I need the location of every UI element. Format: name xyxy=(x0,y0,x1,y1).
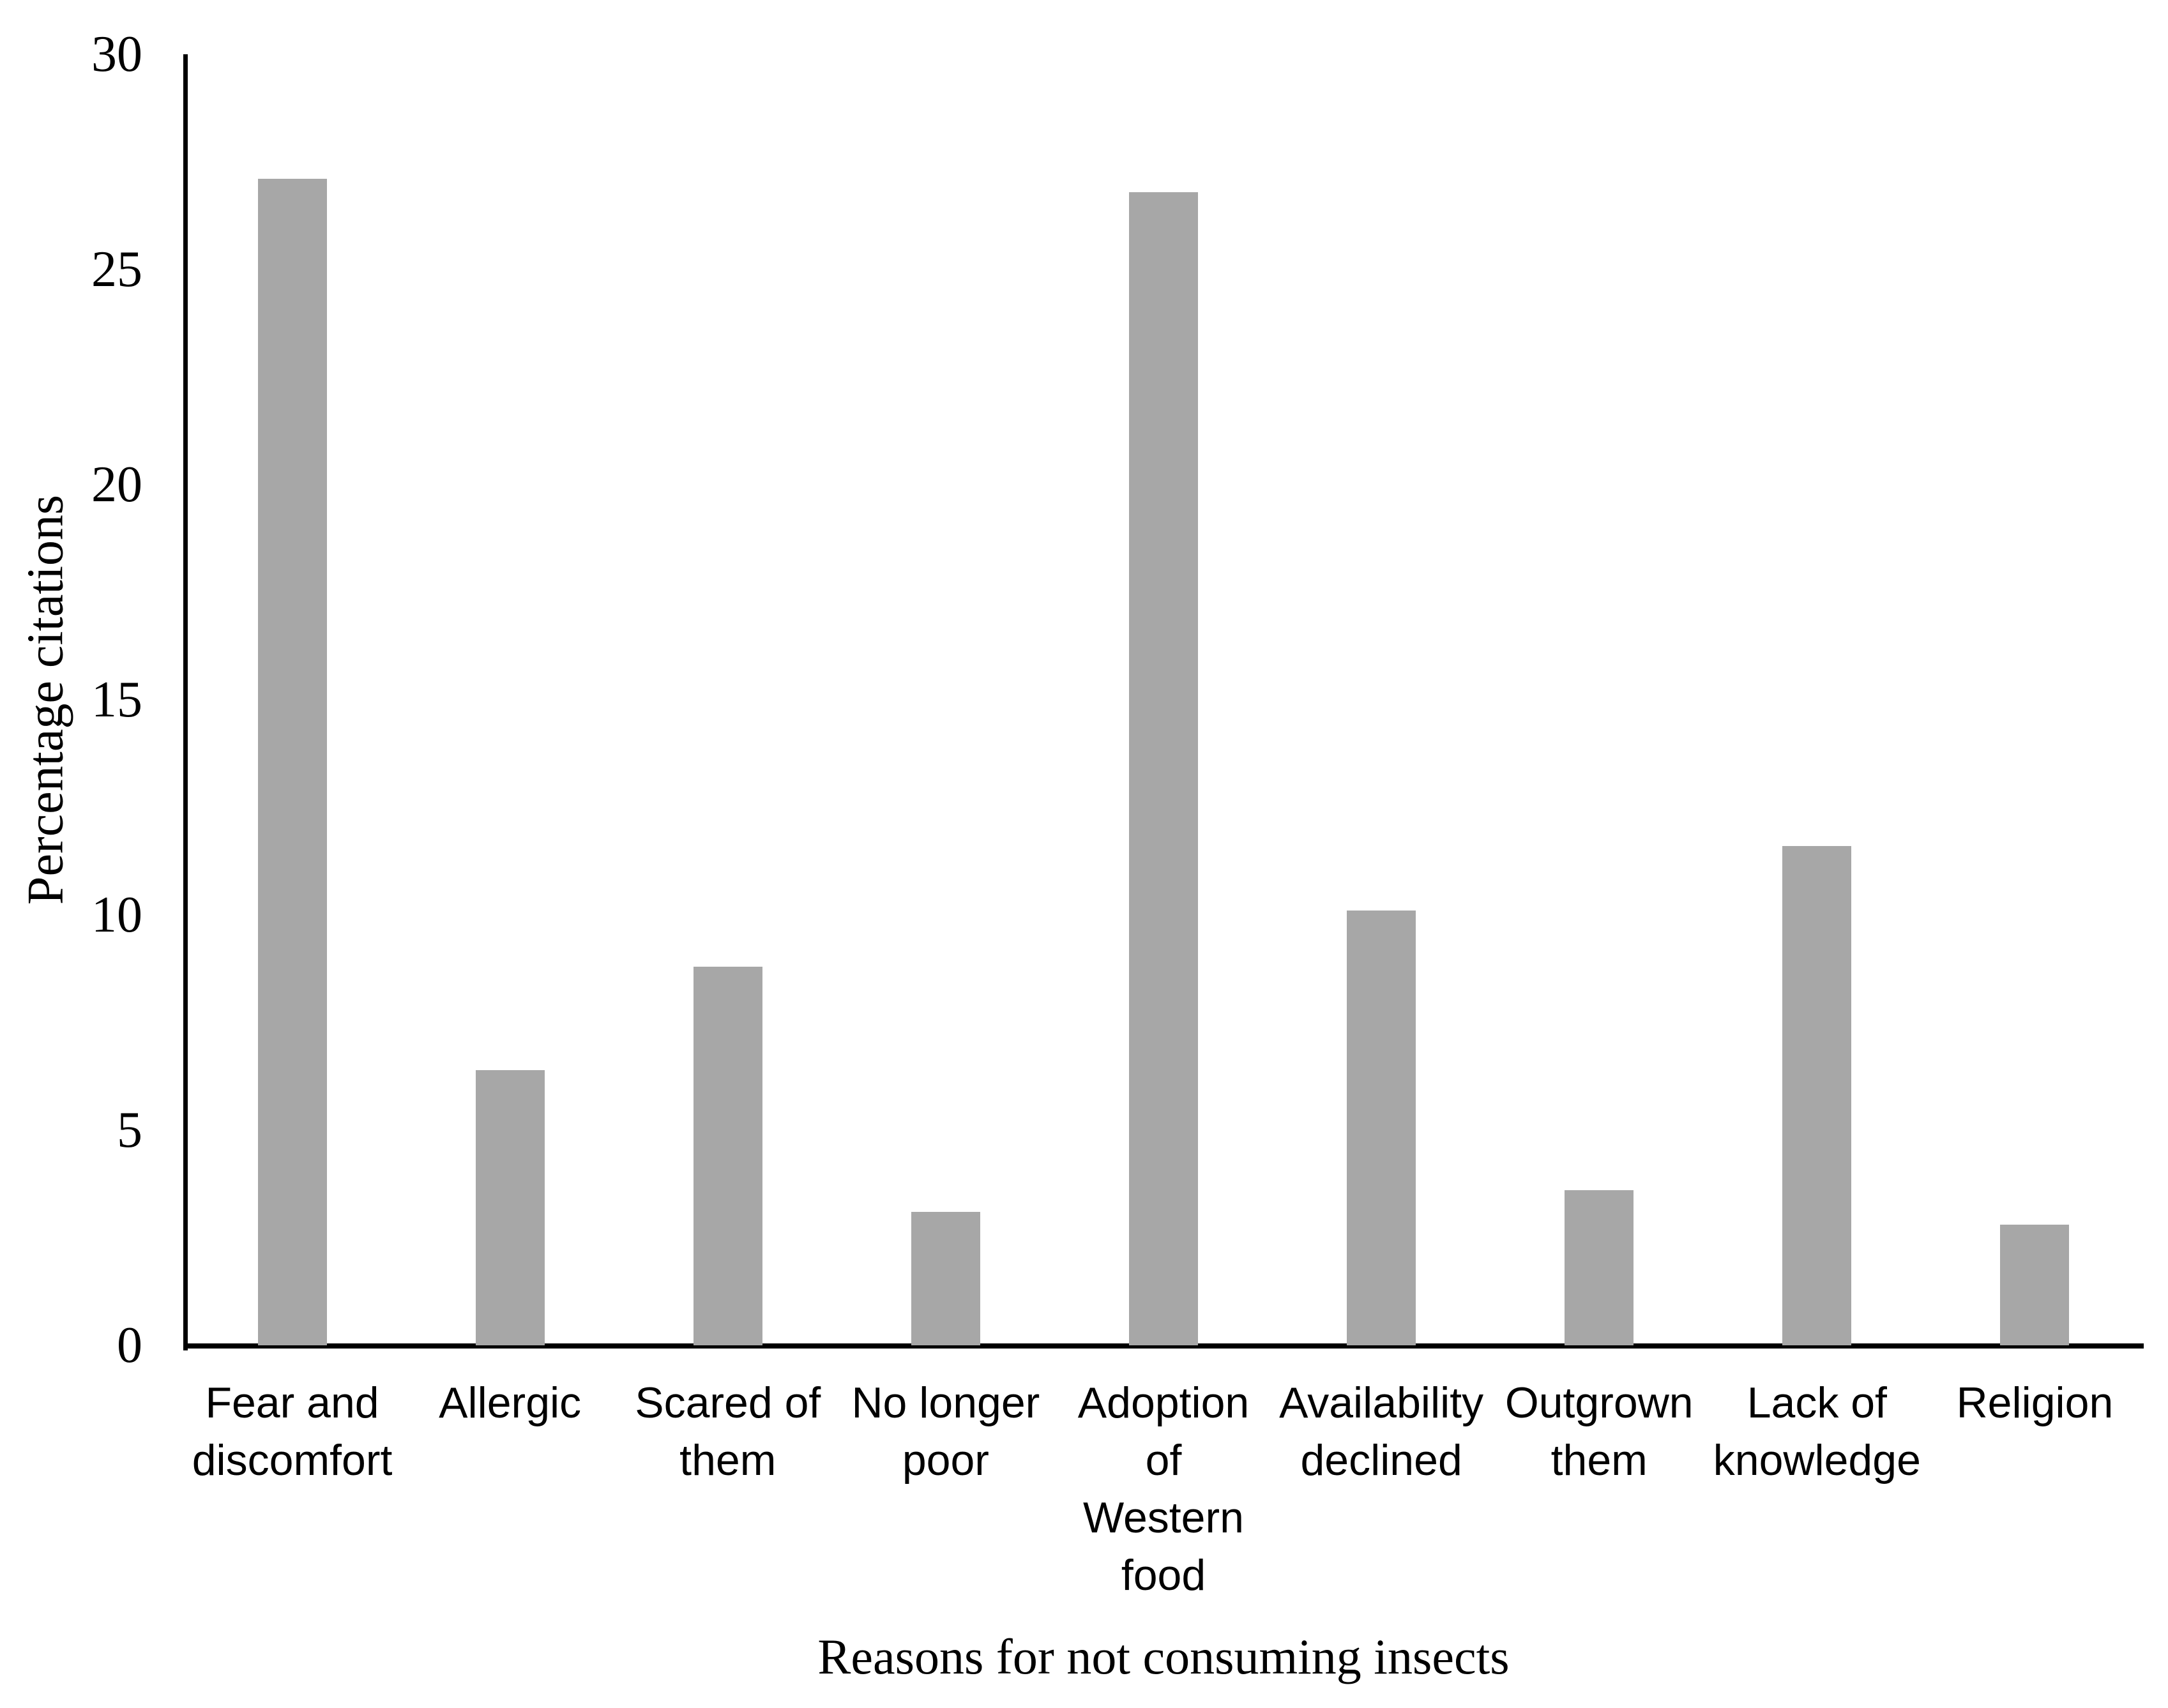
bar xyxy=(475,1069,545,1345)
category-label-line: knowledge xyxy=(1713,1436,1921,1485)
category-label-line: Religion xyxy=(1956,1379,2114,1427)
category-label-line: No longer xyxy=(851,1379,1040,1427)
category-label: Adoption of Western food xyxy=(1029,1374,1298,1604)
category-label: Outgrown them xyxy=(1465,1374,1733,1489)
bar xyxy=(1565,1190,1634,1345)
y-axis-tick-label: 0 xyxy=(117,1317,142,1373)
category-label-line: Allergic xyxy=(439,1379,582,1427)
category-label-line: Adoption xyxy=(1077,1379,1250,1427)
category-label-line: Outgrown xyxy=(1505,1379,1694,1427)
category-label: Religion xyxy=(1900,1374,2168,1432)
category-label-line: Fear and xyxy=(205,1379,379,1427)
category-label-line: discomfort xyxy=(192,1436,393,1485)
category-label-line: Lack of xyxy=(1747,1379,1887,1427)
category-label-line: food xyxy=(1121,1551,1206,1599)
bar xyxy=(1782,846,1852,1345)
bar xyxy=(2000,1225,2070,1345)
category-label-line: them xyxy=(679,1436,777,1485)
y-axis-tick-label: 15 xyxy=(91,672,142,728)
category-label-line: them xyxy=(1550,1436,1648,1485)
category-label: Fear and discomfort xyxy=(158,1374,427,1489)
category-label: Scared of them xyxy=(594,1374,862,1489)
bar xyxy=(911,1212,980,1345)
y-axis-tick-label: 30 xyxy=(91,26,142,82)
category-label-line: of xyxy=(1145,1436,1182,1485)
category-label: Lack of knowledge xyxy=(1683,1374,1951,1489)
x-axis-title: Reasons for not consuming insects xyxy=(817,1629,1510,1684)
category-label: Allergic xyxy=(376,1374,644,1432)
category-label-line: Western xyxy=(1083,1493,1244,1542)
bar xyxy=(1129,192,1198,1345)
y-axis-tick-label: 25 xyxy=(91,241,142,298)
bar xyxy=(257,179,327,1345)
y-axis-tick-label: 20 xyxy=(91,457,142,513)
category-label-line: declined xyxy=(1300,1436,1462,1485)
y-axis-tick-label: 10 xyxy=(91,887,142,943)
category-label: No longer poor xyxy=(812,1374,1080,1489)
category-label-line: Scared of xyxy=(635,1379,821,1427)
category-label-line: poor xyxy=(902,1436,989,1485)
bar xyxy=(693,966,762,1345)
y-axis-tick-label: 5 xyxy=(117,1102,142,1158)
y-axis-line xyxy=(183,54,188,1350)
category-label-line: Availability xyxy=(1279,1379,1484,1427)
x-axis-line xyxy=(183,1343,2144,1349)
bar xyxy=(1347,911,1416,1345)
category-label: Availability declined xyxy=(1247,1374,1515,1489)
